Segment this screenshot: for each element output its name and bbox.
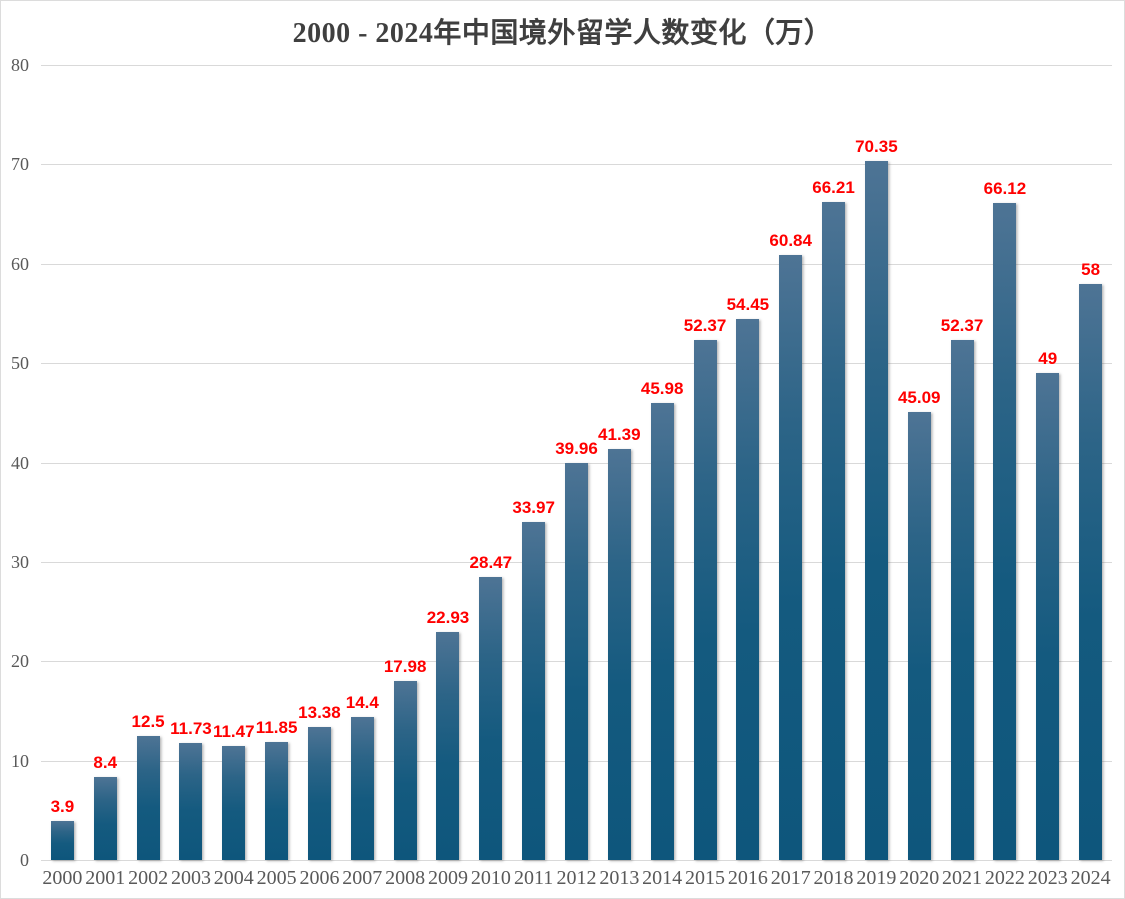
x-axis-tick-label: 2005 — [256, 867, 297, 889]
gridline — [41, 65, 1112, 66]
x-axis-tick-label: 2008 — [385, 867, 426, 889]
bar-value-label: 12.5 — [131, 711, 165, 731]
x-axis-tick-label: 2002 — [128, 867, 169, 889]
bar-value-label: 45.09 — [897, 387, 941, 407]
y-axis-tick-label: 70 — [11, 154, 29, 175]
x-axis-tick-label: 2022 — [984, 867, 1025, 889]
x-axis-tick-label: 2013 — [599, 867, 640, 889]
bar — [693, 339, 717, 860]
x-axis-tick-label: 2011 — [514, 867, 554, 889]
y-axis-tick-label: 40 — [11, 452, 29, 473]
x-axis-tick-label: 2009 — [427, 867, 468, 889]
bar — [393, 681, 417, 860]
x-axis-tick-label: 2007 — [342, 867, 383, 889]
y-axis-tick-label: 20 — [11, 651, 29, 672]
bar — [1079, 283, 1103, 860]
y-axis-labels: 0 10 20 30 40 50 60 70 80 — [1, 56, 29, 869]
gridline — [41, 263, 1112, 265]
gridline — [41, 363, 1112, 365]
gridline — [41, 164, 1112, 166]
bar — [179, 743, 203, 860]
bar-value-label: 8.4 — [93, 752, 118, 772]
bar-value-label: 3.9 — [50, 797, 75, 817]
bar-value-label: 17.98 — [383, 657, 427, 677]
x-axis-tick-label: 2003 — [170, 867, 211, 889]
y-axis-tick-label: 10 — [11, 750, 29, 771]
bar-value-label: 49 — [1038, 349, 1058, 369]
bar-value-label: 66.12 — [983, 178, 1027, 198]
bar-value-label: 70.35 — [855, 136, 898, 156]
bar-value-label: 60.84 — [769, 231, 812, 251]
y-axis-tick-label: 50 — [11, 353, 29, 374]
bar — [565, 462, 588, 860]
bar — [50, 821, 74, 860]
bar — [436, 632, 460, 860]
x-axis-tick-label: 2012 — [556, 867, 597, 889]
bar-value-label: 52.37 — [940, 315, 984, 335]
bar — [779, 255, 803, 860]
bar-value-label: 41.39 — [598, 424, 641, 444]
bar — [736, 318, 760, 860]
x-axis-tick-label: 2015 — [685, 867, 726, 889]
bar — [1036, 373, 1060, 860]
gridline — [41, 860, 1112, 861]
bar-value-label: 22.93 — [426, 608, 470, 628]
bar-value-label: 14.4 — [345, 692, 379, 712]
plot-area: 3.9 8.4 12.5 11.73 11.47 11.85 13.38 14.4 17.98 2… — [41, 65, 1112, 861]
bar — [136, 735, 160, 860]
x-axis-tick-label: 2020 — [899, 867, 940, 889]
bar-value-label: 45.98 — [640, 379, 684, 399]
x-axis-tick-label: 2018 — [813, 867, 854, 889]
y-axis-tick-label: 80 — [11, 55, 29, 75]
x-axis-tick-label: 2004 — [213, 867, 254, 889]
bar-value-label: 11.85 — [255, 718, 298, 738]
bar — [993, 202, 1017, 860]
x-axis-tick-label: 2010 — [470, 867, 511, 889]
bar — [307, 727, 331, 860]
x-axis-tick-label: 2016 — [727, 867, 768, 889]
y-axis-tick-label: 30 — [11, 551, 29, 572]
bar — [93, 776, 117, 860]
x-axis-tick-label: 2023 — [1027, 867, 1068, 889]
bar — [479, 577, 503, 860]
bar — [265, 742, 289, 860]
x-axis-tick-label: 2001 — [85, 867, 126, 889]
x-axis-tick-label: 2014 — [642, 867, 683, 889]
bar-value-label: 52.37 — [683, 315, 727, 335]
bar-value-label: 54.45 — [726, 294, 770, 314]
x-axis-tick-label: 2000 — [42, 867, 83, 889]
y-axis-tick-label: 60 — [11, 253, 29, 274]
bar-value-label: 33.97 — [512, 498, 555, 518]
bar-value-label: 11.47 — [212, 722, 255, 742]
bar-value-label: 13.38 — [298, 703, 341, 723]
bar — [350, 716, 374, 860]
bar — [864, 160, 888, 860]
bar — [222, 746, 246, 860]
bar-value-label: 58 — [1081, 259, 1101, 279]
bar-value-label: 11.73 — [170, 719, 212, 739]
x-axis-labels: 2000 2001 2002 2003 2004 2005 2006 2007 2008 2009… — [41, 864, 1112, 892]
y-axis-tick-label: 0 — [20, 850, 29, 870]
bar — [650, 403, 674, 860]
bar — [950, 339, 974, 860]
x-axis-tick-label: 2017 — [770, 867, 811, 889]
bar-value-label: 66.21 — [812, 178, 855, 198]
x-axis-tick-label: 2006 — [299, 867, 340, 889]
chart-title: 2000 - 2024年中国境外留学人数变化（万） — [292, 18, 833, 49]
bar — [822, 202, 846, 860]
x-axis-tick-label: 2024 — [1070, 867, 1111, 889]
bar-value-label: 28.47 — [469, 553, 513, 573]
x-axis-tick-label: 2019 — [856, 867, 897, 889]
bar-value-label: 39.96 — [555, 438, 598, 458]
bar — [522, 522, 546, 860]
x-axis-tick-label: 2021 — [942, 867, 983, 889]
bar — [607, 448, 631, 860]
bar — [907, 411, 931, 860]
